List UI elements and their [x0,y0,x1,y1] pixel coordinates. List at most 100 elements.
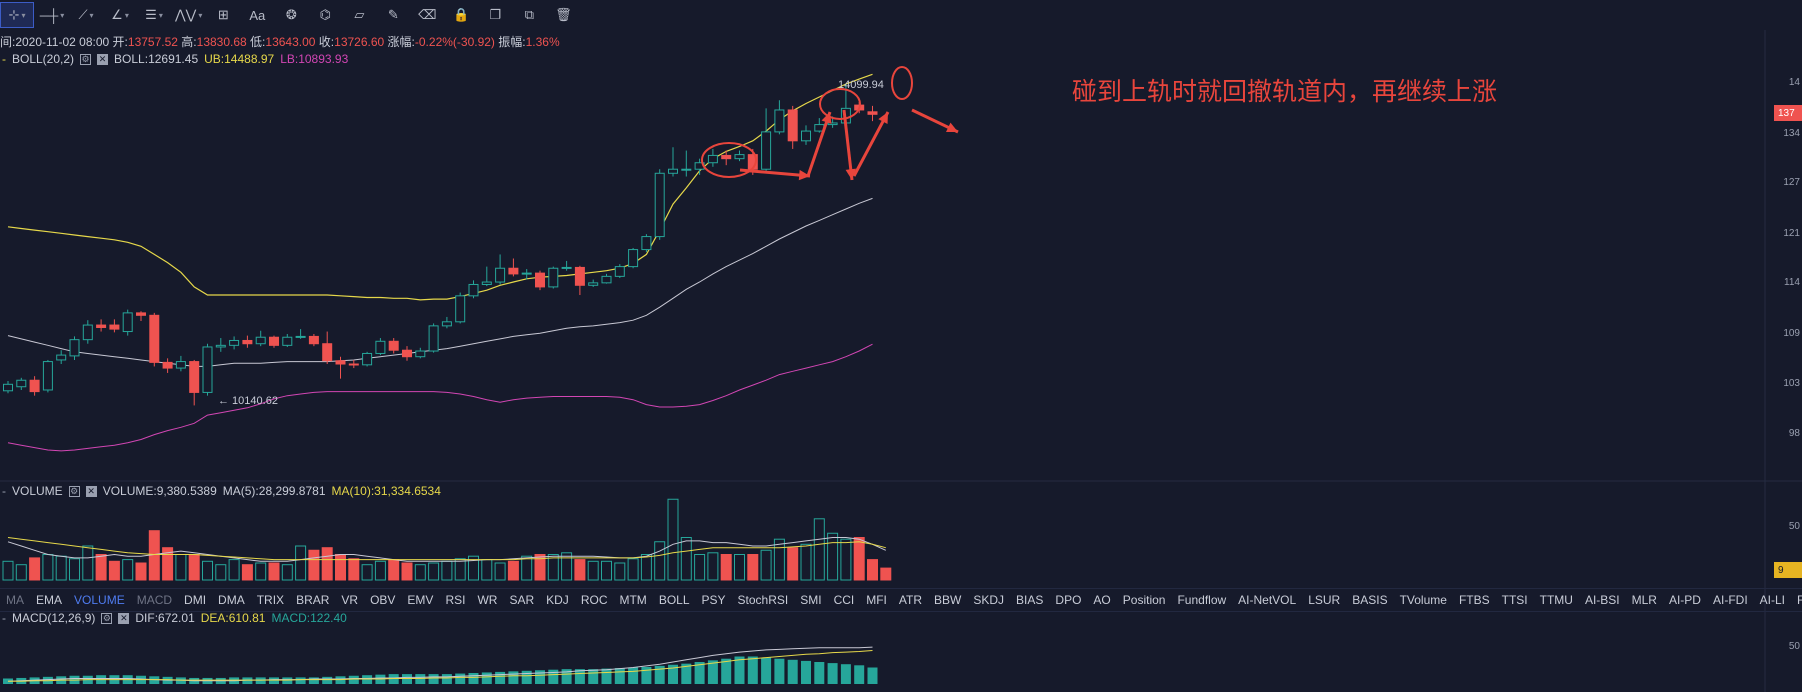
tab-brar[interactable]: BRAR [296,593,330,607]
macd-bar [840,664,851,684]
volume-bar [747,554,759,581]
macd-bar [694,662,705,684]
settings-icon[interactable]: ⚙ [68,485,80,497]
close-icon[interactable]: ✕ [97,53,109,65]
tab-ai-pd[interactable]: AI-PD [1668,593,1701,607]
pencil-icon[interactable]: ✎ [387,7,399,22]
tab-ema[interactable]: EMA [36,593,63,607]
tab-mlr[interactable]: MLR [1631,593,1657,607]
close-icon[interactable]: ✕ [85,485,97,497]
tab-cci[interactable]: CCI [833,593,855,607]
tab-fr[interactable]: FR [1797,593,1802,607]
tab-bbw[interactable]: BBW [934,593,962,607]
measure-box-icon[interactable]: ⊞ [217,7,229,22]
tab-sar[interactable]: SAR [509,593,535,607]
screenshot-icon[interactable]: ⧉ [524,7,534,22]
macd-bar [601,668,612,684]
tab-obv[interactable]: OBV [370,593,396,607]
eraser-icon[interactable]: ⌫ [418,7,437,22]
candle-body [721,154,732,160]
chevron-down-icon[interactable]: ▾ [60,10,65,20]
macd-bar [681,663,692,684]
highlight-circle [701,142,757,178]
tab-ttmu[interactable]: TTMU [1539,593,1573,607]
macd-bar [455,673,466,684]
candle-body [521,272,532,275]
trash-icon[interactable]: 🗑 [555,7,572,22]
tab-tvolume[interactable]: TVolume [1399,593,1447,607]
pattern-icon[interactable]: ❂ [285,7,297,22]
tab-psy[interactable]: PSY [701,593,726,607]
tab-mfi[interactable]: MFI [866,593,887,607]
tab-ao[interactable]: AO [1093,593,1111,607]
tab-fundflow[interactable]: Fundflow [1177,593,1227,607]
tab-ma[interactable]: MA [6,593,24,607]
tab-ttsi[interactable]: TTSI [1501,593,1528,607]
volume-bar [827,532,839,581]
tab-position[interactable]: Position [1122,593,1166,607]
horizontal-line-icon[interactable]: ─┼ ▾ [39,7,65,23]
tab-ai-fdi[interactable]: AI-FDI [1712,593,1748,607]
tab-kdj[interactable]: KDJ [546,593,569,607]
candle-body [229,339,240,346]
volume-bar [853,537,865,581]
tab-roc[interactable]: ROC [580,593,608,607]
ruler-icon[interactable]: ▱ [354,7,365,22]
tab-emv[interactable]: EMV [407,593,434,607]
volume-bar [534,554,546,581]
tab-smi[interactable]: SMI [800,593,822,607]
wave-pattern-icon[interactable]: ⋀⋁ ▾ [175,7,203,22]
tab-atr[interactable]: ATR [898,593,923,607]
volume-bar [241,564,253,581]
tab-rsi[interactable]: RSI [445,593,466,607]
volume-bar [481,559,493,581]
candle-body [42,361,53,391]
tab-trix[interactable]: TRIX [256,593,285,607]
tab-skdj[interactable]: SKDJ [973,593,1005,607]
tab-ai-netvol[interactable]: AI-NetVOL [1238,593,1297,607]
crosshair-icon[interactable]: ⊹ ▾ [0,2,34,28]
tab-macd[interactable]: MACD [136,593,173,607]
tab-dmi[interactable]: DMI [184,593,207,607]
volume-bar [69,558,80,581]
volume-bar [388,559,400,581]
trend-line-icon[interactable]: ⟋ ▾ [78,7,94,22]
tab-lsur[interactable]: LSUR [1308,593,1341,607]
tab-ftbs[interactable]: FTBS [1458,593,1490,607]
time-value: 间:2020-11-02 08:00 [0,35,110,49]
fib-icon[interactable]: ⌬ [319,7,332,22]
settings-icon[interactable]: ⚙ [80,53,92,65]
close-icon[interactable]: ✕ [118,612,130,624]
tab-boll[interactable]: BOLL [658,593,690,607]
chevron-down-icon[interactable]: ▾ [21,10,26,20]
tab-vr[interactable]: VR [341,593,359,607]
volume-bar [348,558,360,581]
tab-volume[interactable]: VOLUME [74,593,125,607]
chevron-down-icon[interactable]: ▾ [198,10,203,20]
tab-ai-li[interactable]: AI-LI [1759,593,1785,607]
tab-bias[interactable]: BIAS [1016,593,1044,607]
chevron-down-icon[interactable]: ▾ [124,10,129,20]
candle-body [614,266,625,277]
annotation-arrow [852,111,890,177]
text-tool-icon[interactable]: Aa [249,7,266,23]
candle-body [601,275,612,284]
lock-icon[interactable]: 🔒 [453,7,470,22]
tab-dma[interactable]: DMA [218,593,245,607]
chevron-down-icon[interactable]: ▾ [158,10,163,20]
tab-ai-bsi[interactable]: AI-BSI [1584,593,1620,607]
tab-mtm[interactable]: MTM [619,593,647,607]
tab-wr[interactable]: WR [477,593,498,607]
tab-basis[interactable]: BASIS [1352,593,1388,607]
copy-icon[interactable]: ❐ [489,7,502,22]
tab-dpo[interactable]: DPO [1055,593,1082,607]
macd-bar [588,669,599,684]
macd-axis-label: 50 [1788,641,1800,652]
parallel-lines-icon[interactable]: ☰ ▾ [145,7,163,22]
candle-body [375,340,386,354]
settings-icon[interactable]: ⚙ [101,612,113,624]
chevron-down-icon[interactable]: ▾ [89,10,94,20]
tab-stochrsi[interactable]: StochRSI [737,593,789,607]
angle-tool-icon[interactable]: ∠ ▾ [111,7,129,22]
